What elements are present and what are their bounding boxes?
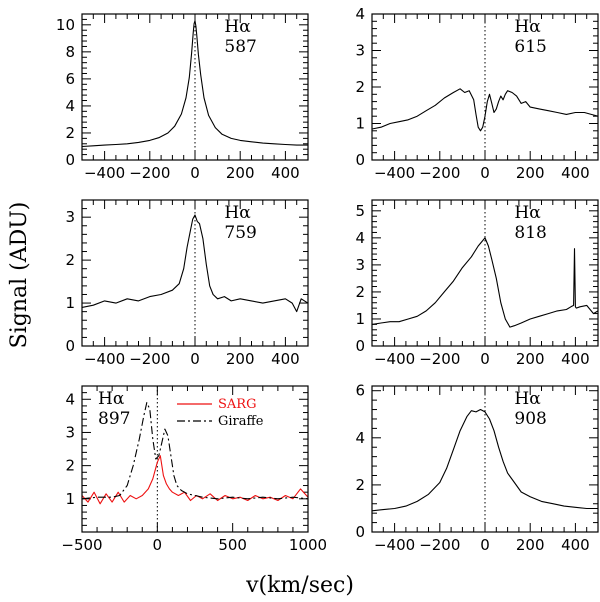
plot-frame [371, 13, 599, 161]
y-tick-label: 1 [65, 490, 75, 508]
x-tick-label: 200 [226, 164, 255, 182]
plot-frame [81, 13, 309, 161]
y-tick-label: 8 [65, 43, 75, 61]
x-tick-label: 0 [480, 536, 490, 554]
panel-star-id: 615 [514, 37, 546, 57]
y-axis-title: Signal (ADU) [7, 202, 32, 349]
x-tick-label: −200 [419, 350, 460, 368]
panel-line-label: Hα [98, 389, 125, 409]
plot-frame [81, 385, 309, 533]
y-tick-label: 6 [355, 382, 365, 400]
x-tick-label: 0 [480, 350, 490, 368]
x-tick-label: −400 [374, 350, 415, 368]
panel-star-id: 897 [98, 409, 130, 429]
legend-label-sarg: SARG [218, 397, 256, 412]
y-tick-label: 1 [65, 294, 75, 312]
y-tick-label: 0 [355, 151, 365, 169]
x-tick-label: 0 [190, 350, 200, 368]
x-tick-label: −200 [129, 350, 170, 368]
series-line-sarg [82, 455, 308, 505]
y-tick-label: 1 [355, 310, 365, 328]
x-tick-label: 200 [516, 536, 545, 554]
y-tick-label: 6 [65, 70, 75, 88]
y-tick-label: 3 [355, 42, 365, 60]
panel-star-id: 587 [224, 37, 256, 57]
x-tick-label: −500 [61, 536, 102, 554]
y-tick-label: 4 [355, 5, 365, 23]
plot-frame [81, 199, 309, 347]
x-tick-label: 200 [516, 350, 545, 368]
y-tick-label: 2 [65, 457, 75, 475]
panel-star-id: 818 [514, 223, 546, 243]
x-tick-label: 0 [153, 536, 163, 554]
y-tick-label: 4 [355, 229, 365, 247]
x-tick-label: −200 [419, 536, 460, 554]
x-tick-label: −400 [374, 536, 415, 554]
series-line-giraffe [82, 402, 308, 500]
x-tick-label: 400 [271, 164, 300, 182]
x-tick-label: 200 [516, 164, 545, 182]
y-tick-label: 4 [65, 390, 75, 408]
y-tick-label: 0 [355, 523, 365, 541]
y-tick-label: 10 [56, 16, 75, 34]
x-tick-label: 500 [218, 536, 247, 554]
x-tick-label: 0 [480, 164, 490, 182]
x-tick-label: 0 [190, 164, 200, 182]
x-tick-label: 400 [561, 164, 590, 182]
x-tick-label: 200 [226, 350, 255, 368]
panel-line-label: Hα [224, 203, 251, 223]
series-line-spectrum [372, 237, 598, 328]
y-tick-label: 3 [355, 256, 365, 274]
y-tick-label: 2 [65, 124, 75, 142]
y-tick-label: 0 [65, 151, 75, 169]
plot-frame [371, 385, 599, 533]
y-tick-label: 3 [65, 423, 75, 441]
x-axis-title: v(km/sec) [245, 573, 354, 598]
x-tick-label: −200 [129, 164, 170, 182]
x-tick-label: 400 [271, 350, 300, 368]
x-tick-label: −400 [84, 164, 125, 182]
y-tick-label: 2 [65, 251, 75, 269]
x-tick-label: −400 [84, 350, 125, 368]
series-line-spectrum [82, 20, 308, 148]
y-tick-label: 0 [355, 337, 365, 355]
y-tick-label: 2 [355, 283, 365, 301]
panel-line-label: Hα [514, 203, 541, 223]
y-tick-label: 0 [65, 337, 75, 355]
panel-star-id: 908 [514, 409, 546, 429]
y-tick-label: 1 [355, 115, 365, 133]
panel-line-label: Hα [514, 389, 541, 409]
series-line-spectrum [372, 88, 598, 132]
y-tick-label: 3 [65, 208, 75, 226]
y-tick-label: 4 [355, 429, 365, 447]
x-tick-label: −400 [374, 164, 415, 182]
panel-line-label: Hα [514, 17, 541, 37]
x-tick-label: 1000 [289, 536, 327, 554]
series-line-spectrum [82, 214, 308, 313]
plot-frame [371, 199, 599, 347]
y-tick-label: 2 [355, 78, 365, 96]
x-tick-label: 400 [561, 536, 590, 554]
x-tick-label: 400 [561, 350, 590, 368]
y-tick-label: 2 [355, 476, 365, 494]
y-tick-label: 4 [65, 97, 75, 115]
legend-label-giraffe: Giraffe [218, 414, 264, 429]
panel-line-label: Hα [224, 17, 251, 37]
panel-star-id: 759 [224, 223, 256, 243]
x-tick-label: −200 [419, 164, 460, 182]
y-tick-label: 5 [355, 202, 365, 220]
series-line-spectrum [372, 408, 598, 512]
